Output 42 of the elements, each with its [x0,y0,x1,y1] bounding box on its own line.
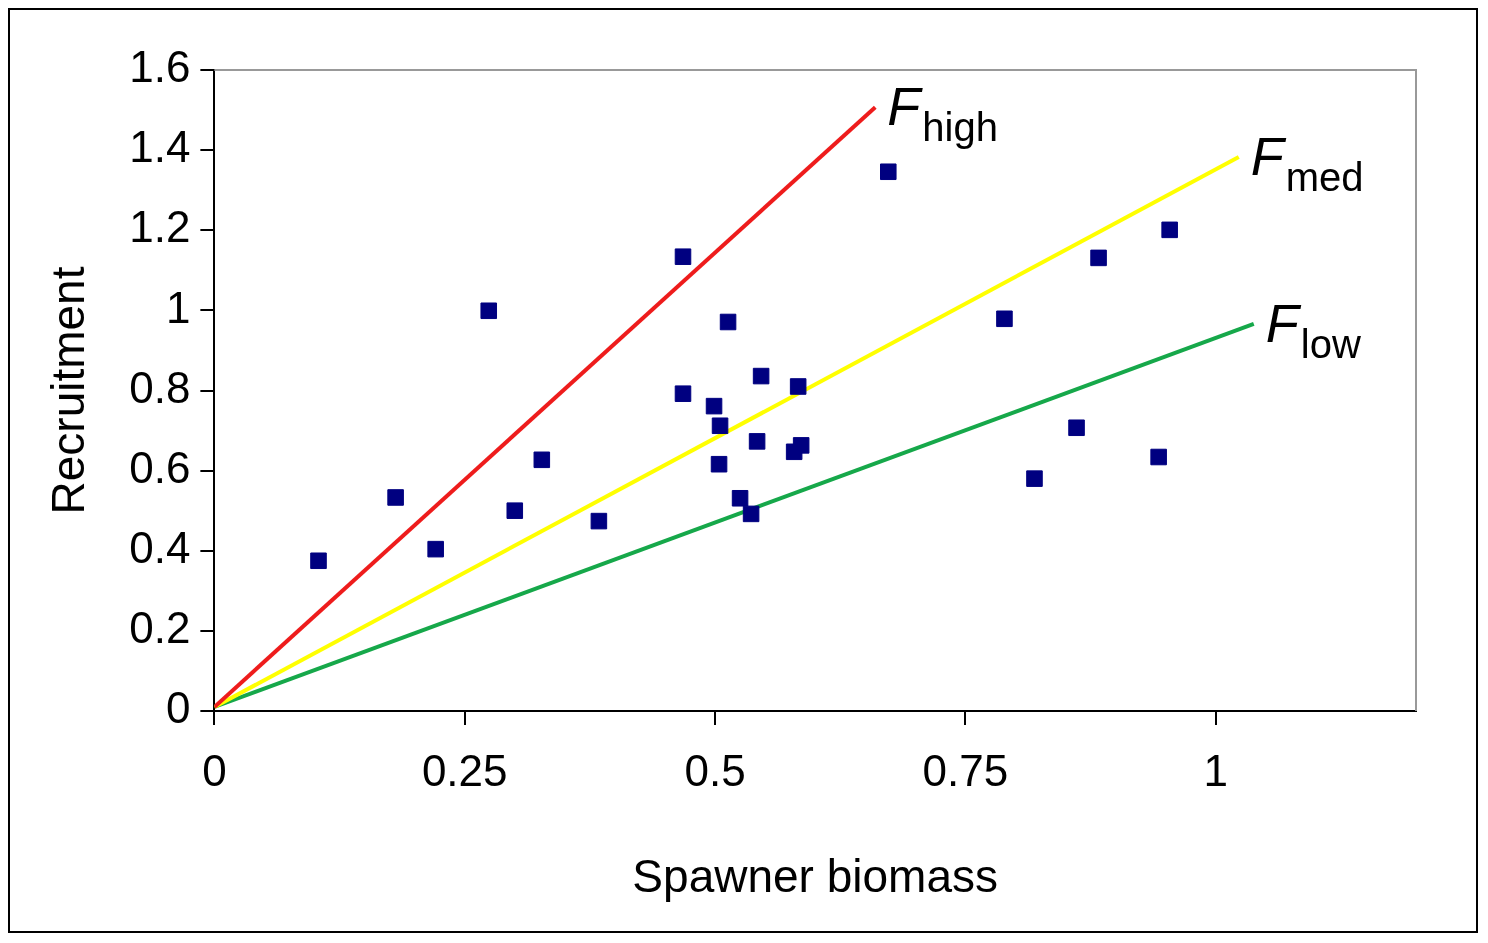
point [1161,221,1178,239]
point [1068,419,1085,437]
y-tick-label: 1.2 [129,202,191,252]
point [711,417,729,435]
point [427,540,444,558]
point [789,378,807,395]
y-tick-label: 0.8 [129,362,191,412]
point [748,433,766,450]
point [1150,448,1167,466]
x-tick-label: 0 [202,745,227,795]
x-tick-label: 0.25 [421,745,508,795]
point [533,451,551,469]
point [996,310,1013,328]
point [674,385,692,402]
point [310,552,327,570]
point [705,397,723,415]
point [710,455,728,473]
y-tick-label: 0.4 [129,522,191,572]
y-tick-label: 0.2 [129,603,191,653]
point [731,489,749,507]
point [752,367,770,385]
y-tick-label: 1 [165,282,191,332]
point [590,512,608,530]
point [387,489,404,506]
point [1090,249,1107,267]
point [674,248,692,265]
x-tick-label: 1 [1203,745,1228,795]
point [792,437,810,454]
point [719,313,737,331]
point [880,163,897,181]
y-tick-label: 0.6 [129,442,191,492]
y-axis-title: Recruitment [42,266,95,515]
x-tick-label: 0.5 [684,745,746,795]
x-tick-label: 0.75 [922,745,1009,795]
y-tick-label: 0 [165,683,191,733]
point [506,502,524,519]
x-axis-title: Spawner biomass [632,850,998,903]
y-tick-label: 1.6 [129,42,191,92]
y-tick-label: 1.4 [129,122,191,172]
point [1026,470,1043,487]
point [742,505,760,523]
point [480,302,498,320]
